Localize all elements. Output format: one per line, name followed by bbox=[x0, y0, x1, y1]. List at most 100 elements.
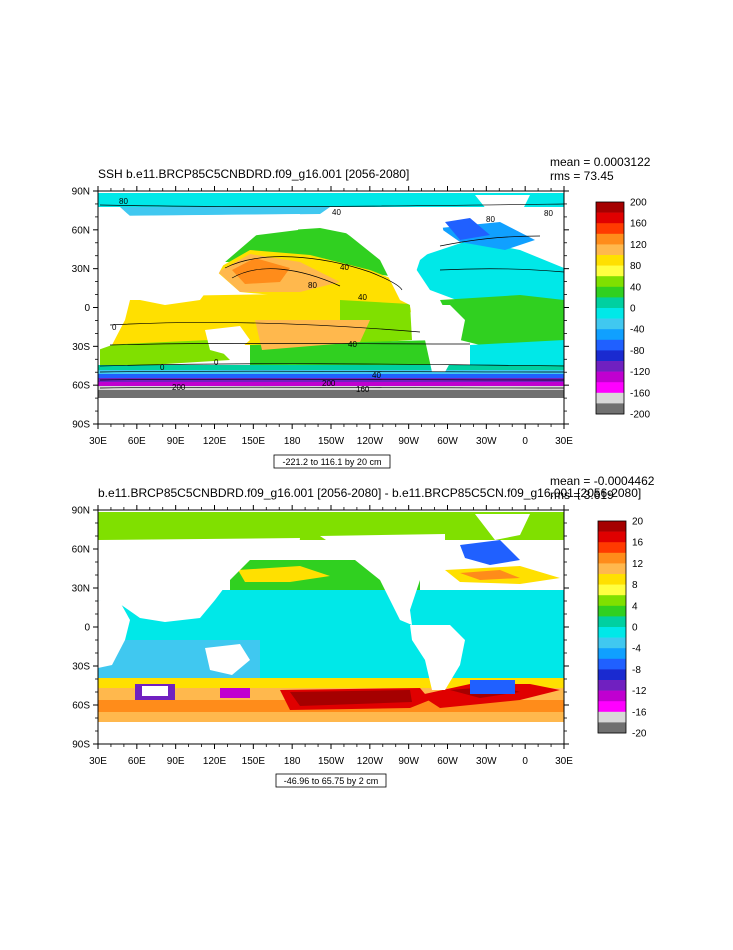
antarctica-continent bbox=[98, 398, 564, 424]
contour-label: 80 bbox=[544, 209, 553, 218]
axes-group: 30E 60E 90E 120E 150E 180 150W 120W 90W 60W 30W 0 30… bbox=[72, 505, 573, 767]
colorbar-swatch bbox=[596, 233, 624, 245]
contour-label: 200 bbox=[172, 383, 186, 392]
colorbar-frame bbox=[597, 520, 627, 734]
x-tick-label: 60E bbox=[128, 436, 146, 447]
y-tick-label: 90N bbox=[72, 187, 90, 198]
x-tick-label: 120W bbox=[357, 436, 384, 447]
colorbar-label: -8 bbox=[632, 665, 641, 676]
indian-ocean bbox=[100, 300, 210, 345]
kuroshio-anomaly bbox=[238, 566, 330, 582]
y-tick-label: 30S bbox=[72, 342, 90, 353]
x-tick-label: 60W bbox=[437, 756, 458, 767]
x-tick-label: 60E bbox=[128, 756, 146, 767]
acc-band-3 bbox=[98, 374, 564, 378]
indian-ocean-south bbox=[100, 340, 230, 368]
colorbar-swatch bbox=[598, 521, 626, 532]
y-tick-label: 60N bbox=[72, 545, 90, 556]
contour-label: 0 bbox=[112, 323, 117, 332]
colorbar-swatch bbox=[596, 350, 624, 362]
colorbar-swatch bbox=[598, 574, 626, 585]
greenland bbox=[475, 514, 530, 540]
contour-label: 200 bbox=[322, 379, 336, 388]
colorbar-label: 20 bbox=[632, 517, 644, 528]
north-america-continent bbox=[320, 534, 445, 625]
colorbar-label: 200 bbox=[630, 198, 647, 209]
contour-label-group: 40 80 40 40 80 0 40 0 200 200 160 40 80 … bbox=[112, 197, 553, 394]
y-tick-label: 90N bbox=[72, 506, 90, 517]
acc-band-2 bbox=[98, 370, 564, 374]
colorbar-swatch bbox=[596, 392, 624, 404]
colorbar-swatch bbox=[598, 552, 626, 564]
colorbar-swatch bbox=[598, 722, 626, 734]
mean-stat: mean = 0.0003122 bbox=[550, 155, 651, 169]
tropical-atlantic bbox=[440, 295, 564, 350]
range-label: -221.2 to 116.1 by 20 cm bbox=[283, 457, 382, 467]
colorbar-label: -80 bbox=[630, 346, 645, 357]
north-america-continent bbox=[320, 212, 445, 306]
contour-label: 40 bbox=[348, 340, 357, 349]
colorbar-label: 16 bbox=[632, 538, 644, 549]
x-tick-label: 180 bbox=[284, 756, 301, 767]
acc-band-6 bbox=[98, 386, 564, 390]
x-tick-label: 120E bbox=[203, 436, 227, 447]
y-tick-label: 60S bbox=[72, 381, 90, 392]
ssh-map-panel: SSH b.e11.BRCP85C5CNBDRD.f09_g16.001 [20… bbox=[72, 155, 651, 469]
south-atlantic bbox=[470, 340, 564, 372]
colorbar-label: 160 bbox=[630, 219, 647, 230]
colorbar-swatch bbox=[598, 680, 626, 691]
y-tick-label: 0 bbox=[84, 623, 90, 634]
y-tick-label: 60S bbox=[72, 701, 90, 712]
contour-label: 160 bbox=[356, 385, 370, 394]
colorbar-swatch bbox=[598, 658, 626, 670]
acc-band-1 bbox=[98, 365, 564, 370]
colorbar-swatch bbox=[598, 648, 626, 660]
colorbar-swatch bbox=[598, 542, 626, 554]
acc-anomaly-pacific-core bbox=[290, 690, 412, 706]
north-atlantic bbox=[410, 240, 564, 305]
africa-continent bbox=[98, 600, 130, 668]
arctic-band bbox=[98, 193, 564, 207]
x-tick-label: 90W bbox=[398, 436, 419, 447]
contour-lines bbox=[99, 203, 564, 389]
colorbar-swatch bbox=[596, 329, 624, 341]
contour-label: 0 bbox=[214, 358, 219, 367]
colorbar-swatch bbox=[596, 308, 624, 319]
acc-band-4 bbox=[98, 378, 564, 382]
colorbar-swatch bbox=[598, 616, 626, 628]
colorbar-swatch bbox=[596, 223, 624, 235]
arctic-russia-strip bbox=[120, 207, 330, 216]
contour-label: 80 bbox=[486, 215, 495, 224]
colorbar-label: 120 bbox=[630, 240, 647, 251]
labrador-deep bbox=[445, 218, 490, 240]
mean-stat: mean = -0.0004462 bbox=[550, 474, 655, 488]
south-america-continent bbox=[410, 305, 465, 372]
y-tick-label: 30N bbox=[72, 584, 90, 595]
x-tick-label: 90E bbox=[167, 436, 185, 447]
colorbar-swatch bbox=[598, 595, 626, 607]
map-title: b.e11.BRCP85C5CNBDRD.f09_g16.001 [2056-2… bbox=[98, 486, 641, 500]
colorbar-swatch bbox=[596, 371, 624, 383]
colorbar-label: 0 bbox=[630, 304, 636, 315]
south-america-continent bbox=[410, 625, 465, 690]
colorbar-swatch bbox=[596, 255, 624, 266]
rms-stat: rms = 73.45 bbox=[550, 169, 614, 183]
colorbar-label: -16 bbox=[632, 707, 647, 718]
x-tick-label: 30E bbox=[555, 436, 573, 447]
axes-group: 30E 60E 90E 120E 150E 180 150W 120W 90W 60W 30W 0 30… bbox=[72, 186, 573, 447]
colorbar-label: -120 bbox=[630, 367, 650, 378]
colorbar-swatch bbox=[598, 584, 626, 596]
colorbar-swatch bbox=[598, 669, 626, 681]
australia-continent bbox=[205, 326, 250, 356]
x-tick-label: 120W bbox=[357, 756, 384, 767]
x-tick-label: 120E bbox=[203, 756, 227, 767]
y-tick-label: 90S bbox=[72, 740, 90, 751]
gulf-stream-core bbox=[460, 570, 520, 580]
colorbar-swatch bbox=[596, 297, 624, 309]
range-label-box bbox=[273, 454, 391, 469]
colorbar-label: -160 bbox=[630, 388, 650, 399]
negative-patch-australia bbox=[220, 688, 250, 698]
y-tick-label: 90S bbox=[72, 420, 90, 431]
